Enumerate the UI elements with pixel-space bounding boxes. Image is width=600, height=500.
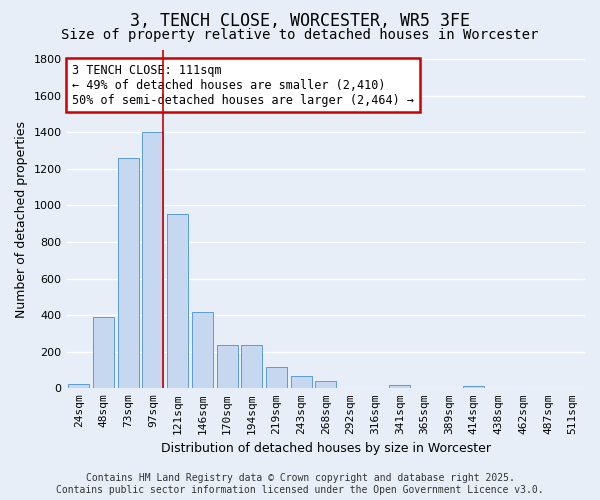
Bar bbox=[241, 346, 262, 389]
Text: Size of property relative to detached houses in Worcester: Size of property relative to detached ho… bbox=[61, 28, 539, 42]
Y-axis label: Number of detached properties: Number of detached properties bbox=[15, 120, 28, 318]
Bar bbox=[192, 312, 213, 388]
Bar bbox=[217, 346, 238, 389]
Bar bbox=[266, 368, 287, 388]
Bar bbox=[167, 214, 188, 388]
Bar bbox=[118, 158, 139, 388]
Bar bbox=[68, 384, 89, 388]
X-axis label: Distribution of detached houses by size in Worcester: Distribution of detached houses by size … bbox=[161, 442, 491, 455]
Text: Contains HM Land Registry data © Crown copyright and database right 2025.
Contai: Contains HM Land Registry data © Crown c… bbox=[56, 474, 544, 495]
Text: 3, TENCH CLOSE, WORCESTER, WR5 3FE: 3, TENCH CLOSE, WORCESTER, WR5 3FE bbox=[130, 12, 470, 30]
Bar bbox=[389, 384, 410, 388]
Bar bbox=[93, 317, 114, 388]
Bar bbox=[463, 386, 484, 388]
Bar bbox=[290, 376, 311, 388]
Bar bbox=[142, 132, 163, 388]
Bar bbox=[315, 380, 336, 388]
Text: 3 TENCH CLOSE: 111sqm
← 49% of detached houses are smaller (2,410)
50% of semi-d: 3 TENCH CLOSE: 111sqm ← 49% of detached … bbox=[72, 64, 414, 106]
